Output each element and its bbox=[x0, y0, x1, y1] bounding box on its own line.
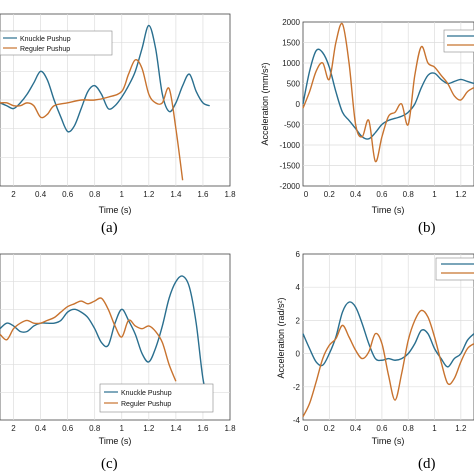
x-tick-label: 1.8 bbox=[224, 190, 236, 199]
y-axis-label: Acceleration (mm/s²) bbox=[260, 62, 270, 145]
grid bbox=[303, 254, 474, 420]
caption: (c) bbox=[101, 456, 118, 472]
series-line-blue bbox=[0, 24, 210, 133]
y-tick-label: -2 bbox=[293, 383, 301, 392]
legend bbox=[435, 257, 474, 281]
legend-box bbox=[99, 383, 214, 413]
y-tick-label: 4 bbox=[296, 283, 301, 292]
x-tick-label: 1.2 bbox=[455, 424, 467, 433]
grid bbox=[303, 22, 474, 186]
x-tick-label: 0.4 bbox=[35, 424, 47, 433]
x-tick-labels: 0 0.2 0.4 0.6 0.8 1 1.2 bbox=[304, 424, 467, 433]
x-tick-label: 0.6 bbox=[62, 190, 74, 199]
x-tick-label: 2 bbox=[11, 190, 16, 199]
caption: (a) bbox=[101, 220, 118, 236]
legend-entry-regular: Reguler Pushup bbox=[121, 401, 171, 408]
y-tick-labels: -4 -2 0 2 4 6 bbox=[293, 250, 301, 425]
legend-entry-regular: Reguler Pushup bbox=[20, 46, 70, 53]
y-tick-label: 0 bbox=[296, 100, 301, 109]
y-tick-label: 1000 bbox=[282, 59, 300, 68]
x-tick-label: 1.4 bbox=[170, 190, 182, 199]
series-line-orange bbox=[302, 22, 474, 163]
legend bbox=[443, 29, 474, 53]
y-axis-label: Acceleration (rad/s²) bbox=[276, 297, 286, 378]
y-tick-label: -500 bbox=[284, 121, 301, 130]
x-tick-label: 0.6 bbox=[376, 424, 388, 433]
x-tick-label: 1.6 bbox=[197, 424, 209, 433]
panel-a: 2 0.4 0.6 0.8 1 1.2 1.4 1.6 1.8 Time (s) Knuckle… bbox=[0, 13, 236, 236]
x-tick-label: 1 bbox=[120, 190, 125, 199]
x-tick-label: 1 bbox=[432, 190, 437, 199]
series-group bbox=[302, 22, 474, 163]
x-tick-label: 0.8 bbox=[89, 424, 101, 433]
y-tick-label: 6 bbox=[296, 250, 301, 259]
x-tick-label: 0.8 bbox=[403, 190, 415, 199]
y-tick-label: -4 bbox=[293, 416, 301, 425]
y-tick-label: 2000 bbox=[282, 18, 300, 27]
legend-box bbox=[435, 257, 474, 281]
x-tick-label: 1 bbox=[120, 424, 125, 433]
x-tick-label: 0.4 bbox=[35, 190, 47, 199]
y-tick-label: 1500 bbox=[282, 39, 300, 48]
legend-box bbox=[443, 29, 474, 53]
x-tick-label: 1.2 bbox=[143, 424, 155, 433]
x-tick-label: 0.2 bbox=[324, 190, 336, 199]
y-tick-label: 0 bbox=[296, 350, 301, 359]
y-tick-labels: -2000 -1500 -1000 -500 0 500 1000 1500 2000 bbox=[280, 18, 301, 191]
series-line-blue bbox=[302, 301, 474, 368]
x-axis-label: Time (s) bbox=[99, 205, 132, 215]
y-tick-label: -2000 bbox=[280, 182, 301, 191]
plot-area bbox=[302, 253, 474, 421]
x-tick-label: 0.4 bbox=[350, 190, 362, 199]
panel-c: 2 0.4 0.6 0.8 1 1.2 1.4 1.6 1.8 Time (s) Knuckle… bbox=[0, 253, 236, 472]
x-tick-labels: 0 0.2 0.4 0.6 0.8 1 1.2 bbox=[304, 190, 467, 199]
series-line-orange bbox=[0, 59, 184, 181]
x-tick-label: 0.4 bbox=[350, 424, 362, 433]
x-tick-label: 1.2 bbox=[455, 190, 467, 199]
x-tick-label: 1.4 bbox=[170, 424, 182, 433]
legend: Knuckle Pushup Reguler Pushup bbox=[99, 383, 214, 413]
y-tick-label: -1000 bbox=[280, 141, 301, 150]
x-tick-label: 1 bbox=[432, 424, 437, 433]
legend-box bbox=[0, 30, 113, 56]
series-group bbox=[302, 301, 474, 417]
x-tick-labels: 2 0.4 0.6 0.8 1 1.2 1.4 1.6 1.8 bbox=[11, 424, 236, 433]
x-tick-label: 0.2 bbox=[324, 424, 336, 433]
x-tick-labels: 2 0.4 0.6 0.8 1 1.2 1.4 1.6 1.8 bbox=[11, 190, 236, 199]
x-tick-label: 0.6 bbox=[376, 190, 388, 199]
series-group bbox=[0, 275, 211, 410]
caption: (d) bbox=[418, 456, 436, 472]
x-axis-label: Time (s) bbox=[99, 436, 132, 446]
caption: (b) bbox=[418, 220, 436, 236]
series-group bbox=[0, 24, 210, 181]
y-tick-label: 2 bbox=[296, 316, 301, 325]
legend-entry-knuckle: Knuckle Pushup bbox=[20, 36, 71, 43]
legend: Knuckle Pushup Reguler Pushup bbox=[0, 30, 113, 56]
panel-d: 0 0.2 0.4 0.6 0.8 1 1.2 -4 -2 0 2 4 6 Time (s) Acce… bbox=[276, 250, 474, 472]
series-line-blue bbox=[0, 275, 211, 410]
x-tick-label: 0.8 bbox=[89, 190, 101, 199]
x-tick-label: 0.6 bbox=[62, 424, 74, 433]
x-tick-label: 0 bbox=[304, 424, 309, 433]
x-axis-label: Time (s) bbox=[372, 436, 405, 446]
y-tick-label: -1500 bbox=[280, 162, 301, 171]
x-axis-label: Time (s) bbox=[372, 205, 405, 215]
x-tick-label: 2 bbox=[11, 424, 16, 433]
x-tick-label: 1.6 bbox=[197, 190, 209, 199]
series-line-orange bbox=[302, 309, 474, 417]
series-line-orange bbox=[0, 297, 177, 382]
x-tick-label: 1.2 bbox=[143, 190, 155, 199]
x-tick-label: 0.8 bbox=[403, 424, 415, 433]
legend-entry-knuckle: Knuckle Pushup bbox=[121, 390, 172, 397]
y-tick-label: 500 bbox=[287, 80, 301, 89]
x-tick-label: 0 bbox=[304, 190, 309, 199]
x-tick-label: 1.8 bbox=[224, 424, 236, 433]
panel-b: 0 0.2 0.4 0.6 0.8 1 1.2 -2000 -1500 -1000 -500 0 50… bbox=[260, 18, 474, 236]
